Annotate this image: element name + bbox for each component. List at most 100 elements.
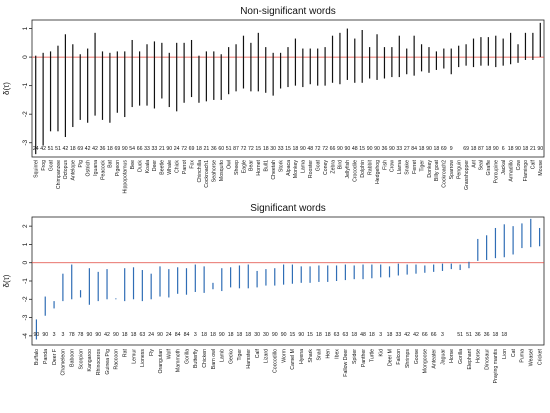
category-label: Grasshopper (464, 160, 470, 190)
category-label: Rhinoceros (96, 349, 102, 376)
sample-size-label: 90 (515, 146, 521, 152)
category-label: Goat (315, 159, 321, 171)
y-tick-label: 2 (22, 224, 29, 228)
category-label: Zebra (330, 160, 336, 174)
sample-size-label: 42 (40, 146, 46, 152)
category-label: Chinchilla (197, 160, 203, 183)
category-label: Hen (326, 349, 332, 359)
sample-size-label: 72 (315, 146, 321, 152)
sample-size-label: 90 (344, 146, 350, 152)
sample-size-label: 15 (359, 146, 365, 152)
category-label: Bear (249, 160, 255, 171)
category-label: Elephant (467, 348, 473, 369)
sample-size-label: 69 (441, 146, 447, 152)
category-label: Ant (471, 159, 477, 167)
sample-size-label: 90 (537, 146, 543, 152)
category-label: Cat (511, 348, 517, 357)
y-tick-label: 1 (22, 26, 29, 30)
sample-size-label: 90 (113, 332, 119, 338)
category-label: Fish (382, 160, 388, 170)
category-label: Lamb (220, 349, 226, 362)
category-label: Hippopotamus (123, 160, 129, 194)
y-tick-label: -2 (22, 296, 29, 302)
sample-size-label: 33 (278, 146, 284, 152)
sample-size-label: 18 (316, 332, 322, 338)
y-tick-label: -4 (22, 333, 29, 339)
category-label: Rooster (308, 160, 314, 178)
sample-size-label: 18 (122, 332, 128, 338)
sample-size-label: 66 (137, 146, 143, 152)
category-label: Calf (531, 159, 537, 169)
sample-size-label: 42 (92, 146, 98, 152)
y-axis-label: δ(τ) (2, 82, 11, 95)
sample-size-label: 69 (189, 146, 195, 152)
sample-size-label: 15 (307, 332, 313, 338)
sample-size-label: 18 (501, 332, 507, 338)
category-label: Tiger (237, 349, 243, 361)
sample-size-label: 3 (379, 332, 382, 338)
y-tick-label: -2 (22, 111, 29, 117)
category-label: Bull1 (264, 160, 270, 172)
category-label: Seahorse (212, 160, 218, 182)
sample-size-label: 72 (241, 146, 247, 152)
category-label: Armadillo (508, 160, 514, 182)
category-label: Coney (323, 160, 329, 175)
sample-size-label: 18 (237, 332, 243, 338)
sample-size-label: 27 (404, 146, 410, 152)
sample-size-label: 48 (352, 146, 358, 152)
sample-size-label: 63 (334, 332, 340, 338)
sample-size-label: 18 (434, 146, 440, 152)
sample-size-label: 18 (70, 146, 76, 152)
category-label: Lioness (140, 349, 146, 367)
category-label: Wolf (167, 348, 173, 359)
sample-size-label: 3 (441, 332, 444, 338)
category-label: Hamster (246, 349, 252, 369)
category-label: Alpaca (286, 160, 292, 176)
sample-size-label: 84 (411, 146, 417, 152)
category-label: Hedgehog (375, 160, 381, 184)
sample-size-label: 18 (387, 332, 393, 338)
panel-title: Significant words (250, 203, 326, 214)
category-label: Lama (301, 160, 307, 173)
sample-size-label: 78 (69, 332, 75, 338)
category-label: Octopus (63, 160, 69, 180)
sample-size-label: 90 (337, 146, 343, 152)
sample-size-label: 51 (55, 146, 61, 152)
sample-size-label: 21 (203, 146, 209, 152)
category-label: Lion (502, 349, 508, 359)
category-label: Rat (122, 348, 128, 357)
panel-significant: Significant words δ(τ) -4 -3 -2 -1 0 1 2 90 Buffal… (2, 203, 545, 383)
sample-size-label: 90 (95, 332, 101, 338)
category-label: Turtle (370, 349, 376, 362)
sample-size-label: 90 (34, 332, 40, 338)
category-label: Barn owl (211, 349, 217, 369)
category-label: Deer M (387, 349, 393, 366)
category-label: Frog (41, 160, 47, 171)
sample-size-label: 42 (63, 146, 69, 152)
sample-size-label: 42 (104, 332, 110, 338)
sample-size-label: 90 (426, 146, 432, 152)
sample-size-label: 30 (270, 146, 276, 152)
category-label: Falcon (396, 349, 402, 365)
sample-size-label: 36 (484, 332, 490, 338)
category-label: Cockroach2 (442, 160, 448, 188)
category-label: Shrimps (405, 349, 411, 368)
sample-size-label: 18 (210, 332, 216, 338)
sample-size-label: 51 (226, 146, 232, 152)
sample-size-label: 24 (174, 146, 180, 152)
sample-size-label: 48 (307, 146, 313, 152)
category-label: Guinea Pig (105, 349, 111, 375)
y-tick-label: -1 (22, 278, 29, 284)
sample-size-label: 18 (245, 332, 251, 338)
sample-size-label: 48 (360, 332, 366, 338)
plot-frame (31, 216, 545, 346)
category-label: Eagle (241, 160, 247, 173)
sample-size-label: 18 (523, 146, 529, 152)
sample-size-label: 66 (431, 332, 437, 338)
category-label: Pigeon (115, 160, 121, 176)
category-label: Flamingo (523, 160, 529, 181)
category-label: Rabbit (367, 159, 373, 175)
category-label: Ibex (334, 349, 340, 359)
sample-size-label: 84 (175, 332, 181, 338)
sample-size-label: 90 (389, 146, 395, 152)
